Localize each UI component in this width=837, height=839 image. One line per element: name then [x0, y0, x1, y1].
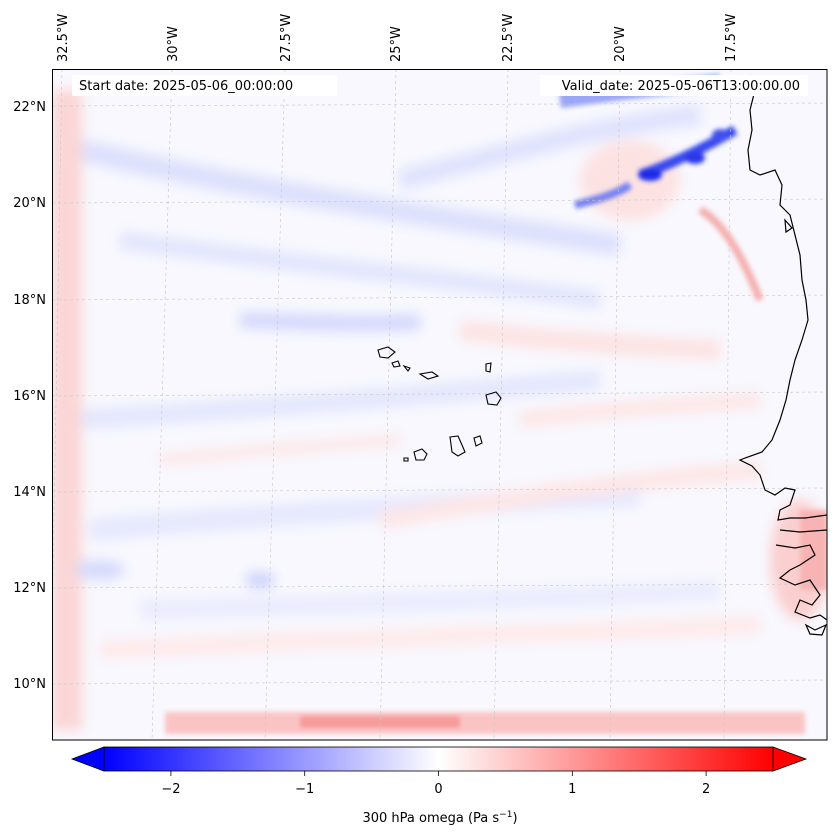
colorbar-tick-label: 2: [702, 782, 710, 797]
lon-label: 20°W: [613, 26, 628, 62]
lon-label: 17.5°W: [724, 14, 739, 62]
colorbar-extend-right: [772, 746, 808, 772]
latitude-labels: 22°N 20°N 18°N 16°N 14°N 12°N 10°N: [13, 100, 46, 692]
colorbar-gradient: [103, 746, 774, 772]
colorbar-label-sup: −1: [499, 810, 512, 820]
cape-verde-islands: [377, 346, 502, 462]
colorbar-label: 300 hPa omega (Pa s−1): [362, 810, 517, 826]
lat-label: 20°N: [13, 196, 46, 211]
lat-label: 18°N: [13, 293, 46, 308]
graticule: [52, 69, 827, 740]
colorbar-tick-label: −2: [161, 782, 180, 797]
colorbar-extend-left: [70, 746, 105, 772]
lon-label: 32.5°W: [56, 14, 71, 62]
colorbar-tick-label: 0: [434, 782, 442, 797]
colorbar-ticks: −2 −1 0 1 2: [161, 771, 710, 797]
lon-label: 27.5°W: [279, 14, 294, 62]
colorbar-label-main: 300 hPa omega (Pa s: [362, 811, 499, 826]
colorbar-tick-label: −1: [295, 782, 314, 797]
lat-label: 16°N: [13, 389, 46, 404]
lon-label: 22.5°W: [501, 14, 516, 62]
longitude-labels: 32.5°W 30°W 27.5°W 25°W 22.5°W 20°W 17.5…: [56, 14, 739, 62]
lat-label: 12°N: [13, 581, 46, 596]
map-frame: [52, 69, 828, 741]
lat-label: 14°N: [13, 485, 46, 500]
colorbar-tick-label: 1: [568, 782, 576, 797]
start-date-label: Start date: 2025-05-06_00:00:00: [79, 79, 293, 94]
valid-date-label: Valid_date: 2025-05-06T13:00:00.00: [562, 79, 800, 94]
lat-label: 22°N: [13, 100, 46, 115]
lon-label: 30°W: [166, 26, 181, 62]
omega-field: [52, 90, 827, 730]
coastline: [738, 74, 827, 636]
colorbar-label-end: ): [512, 811, 517, 826]
map-area: [52, 69, 827, 740]
lon-label: 25°W: [389, 26, 404, 62]
colorbar: −2 −1 0 1 2 300 hPa omega (Pa s−1): [70, 746, 808, 826]
lat-label: 10°N: [13, 677, 46, 692]
omega-strong-features: [165, 74, 827, 734]
